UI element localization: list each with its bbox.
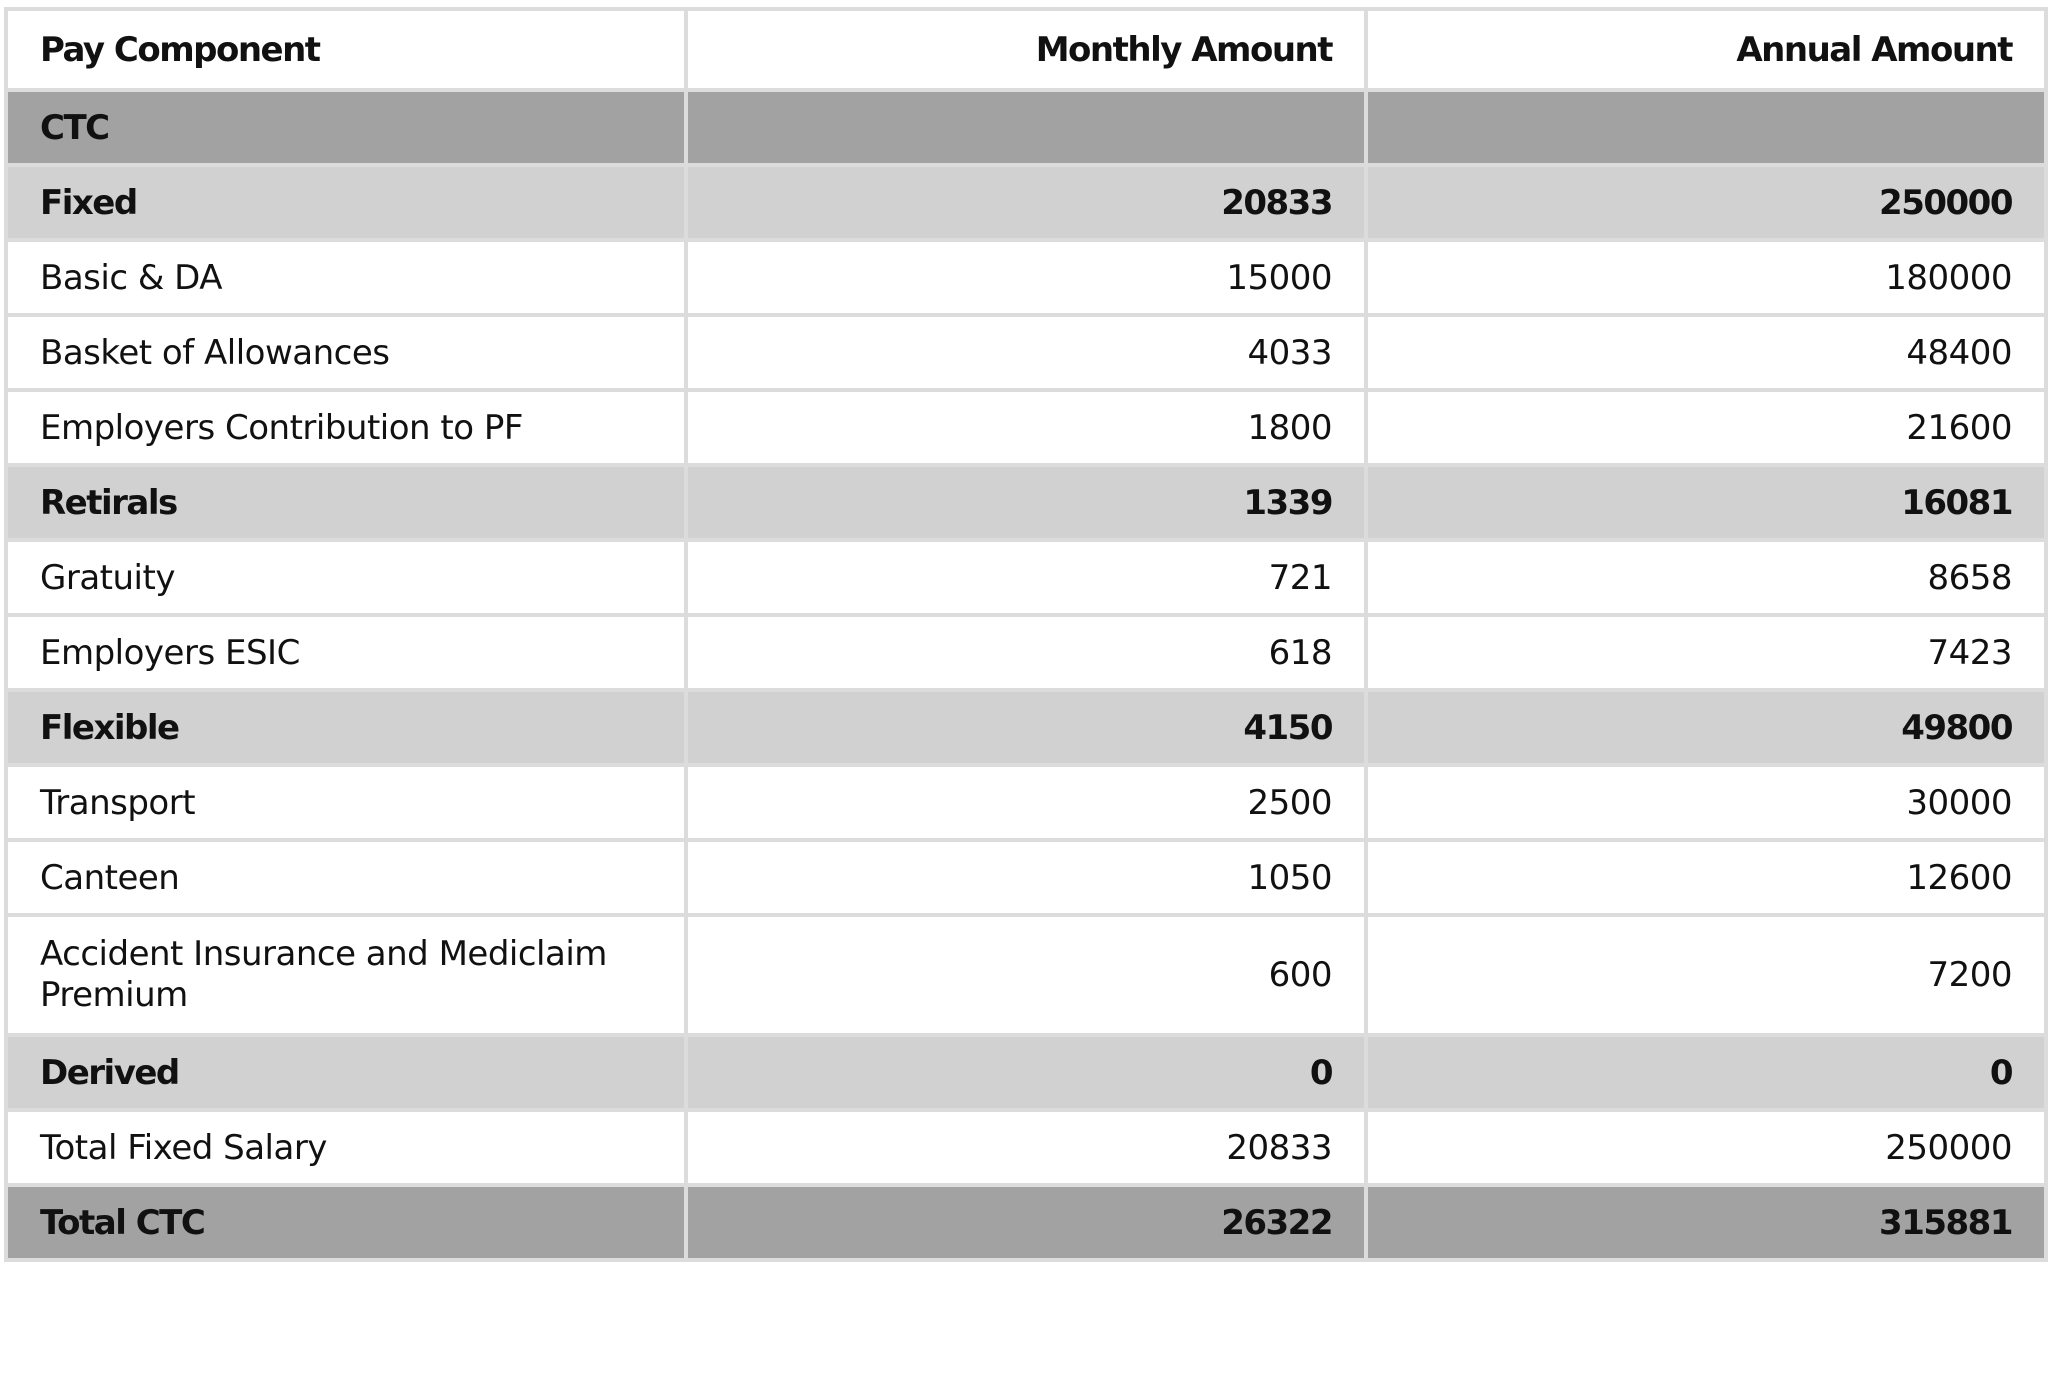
row-monthly: 4150 (684, 688, 1368, 767)
table-row: Fixed 20833 250000 (4, 163, 2048, 242)
row-label: Basket of Allowances (4, 313, 688, 392)
header-monthly-amount: Monthly Amount (684, 7, 1368, 92)
header-row: Pay Component Monthly Amount Annual Amou… (4, 7, 2048, 92)
row-label: CTC (4, 88, 688, 167)
row-annual: 30000 (1364, 763, 2048, 842)
table-row: Employers ESIC 618 7423 (4, 613, 2048, 692)
table-row: Retirals 1339 16081 (4, 463, 2048, 542)
table-row: Basket of Allowances 4033 48400 (4, 313, 2048, 392)
table-row: Total CTC 26322 315881 (4, 1183, 2048, 1262)
row-monthly: 4033 (684, 313, 1368, 392)
row-monthly: 1050 (684, 838, 1368, 917)
table-row: Transport 2500 30000 (4, 763, 2048, 842)
row-annual: 48400 (1364, 313, 2048, 392)
row-label: Accident Insurance and Mediclaim Premium (4, 913, 688, 1037)
row-label: Canteen (4, 838, 688, 917)
row-monthly: 618 (684, 613, 1368, 692)
table-body: CTC Fixed 20833 250000 Basic & DA 15000 … (4, 88, 2048, 1262)
row-monthly (684, 88, 1368, 167)
row-monthly: 1800 (684, 388, 1368, 467)
row-label: Transport (4, 763, 688, 842)
table-row: Canteen 1050 12600 (4, 838, 2048, 917)
row-annual: 21600 (1364, 388, 2048, 467)
row-annual: 49800 (1364, 688, 2048, 767)
row-annual: 180000 (1364, 238, 2048, 317)
pay-component-table: Pay Component Monthly Amount Annual Amou… (4, 7, 2048, 1262)
header-annual-amount: Annual Amount (1364, 7, 2048, 92)
row-annual: 7423 (1364, 613, 2048, 692)
row-label: Employers ESIC (4, 613, 688, 692)
row-annual: 12600 (1364, 838, 2048, 917)
table-row: Employers Contribution to PF 1800 21600 (4, 388, 2048, 467)
row-label: Flexible (4, 688, 688, 767)
table-row: Derived 0 0 (4, 1033, 2048, 1112)
table-row: Accident Insurance and Mediclaim Premium… (4, 913, 2048, 1037)
row-label: Fixed (4, 163, 688, 242)
row-annual: 16081 (1364, 463, 2048, 542)
table-row: Total Fixed Salary 20833 250000 (4, 1108, 2048, 1187)
row-monthly: 721 (684, 538, 1368, 617)
row-label: Employers Contribution to PF (4, 388, 688, 467)
row-monthly: 26322 (684, 1183, 1368, 1262)
row-monthly: 600 (684, 913, 1368, 1037)
row-annual (1364, 88, 2048, 167)
table-row: Basic & DA 15000 180000 (4, 238, 2048, 317)
table-row: CTC (4, 88, 2048, 167)
row-monthly: 0 (684, 1033, 1368, 1112)
row-annual: 315881 (1364, 1183, 2048, 1262)
header-pay-component: Pay Component (4, 7, 688, 92)
row-label: Derived (4, 1033, 688, 1112)
table-row: Gratuity 721 8658 (4, 538, 2048, 617)
table-row: Flexible 4150 49800 (4, 688, 2048, 767)
table-header: Pay Component Monthly Amount Annual Amou… (4, 7, 2048, 92)
row-label: Total CTC (4, 1183, 688, 1262)
row-label: Total Fixed Salary (4, 1108, 688, 1187)
row-label: Gratuity (4, 538, 688, 617)
row-monthly: 20833 (684, 1108, 1368, 1187)
row-monthly: 15000 (684, 238, 1368, 317)
row-label: Retirals (4, 463, 688, 542)
row-annual: 8658 (1364, 538, 2048, 617)
row-monthly: 2500 (684, 763, 1368, 842)
row-annual: 7200 (1364, 913, 2048, 1037)
row-monthly: 20833 (684, 163, 1368, 242)
row-annual: 250000 (1364, 1108, 2048, 1187)
row-annual: 0 (1364, 1033, 2048, 1112)
row-monthly: 1339 (684, 463, 1368, 542)
row-annual: 250000 (1364, 163, 2048, 242)
row-label: Basic & DA (4, 238, 688, 317)
